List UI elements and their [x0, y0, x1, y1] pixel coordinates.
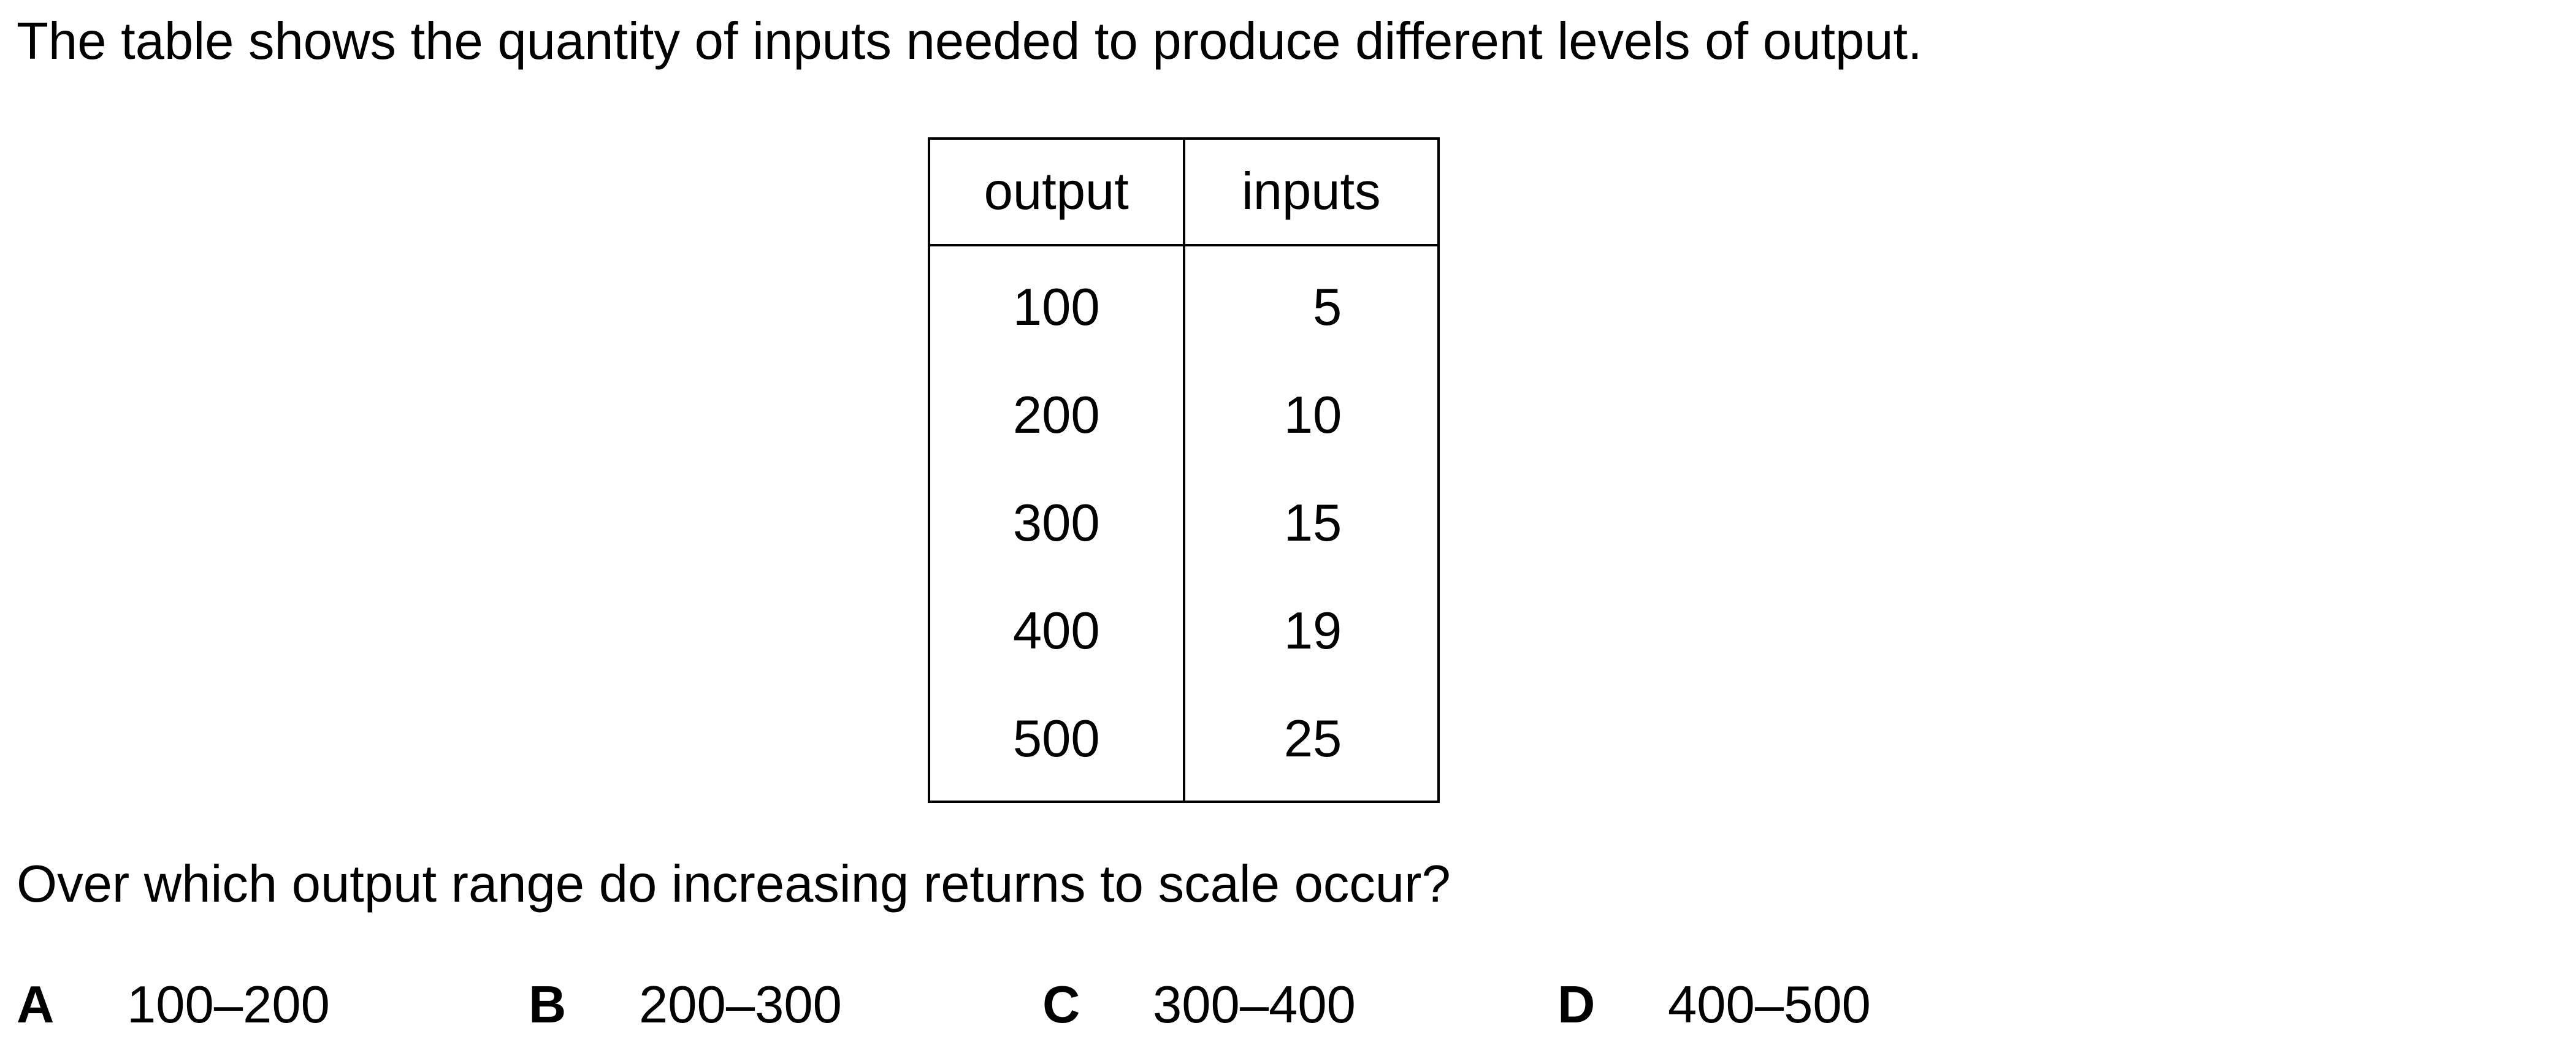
column-header-inputs: inputs	[1182, 139, 1440, 246]
option-letter: D	[1557, 976, 1596, 1034]
table-row: 500 25	[928, 685, 1440, 802]
option-b[interactable]: B 200–300	[529, 972, 842, 1039]
table-header-row: output inputs	[928, 139, 1440, 246]
inputs-value: 25	[1283, 710, 1342, 768]
output-cell: 200	[928, 362, 1185, 470]
option-letter: B	[529, 976, 567, 1034]
option-letter: C	[1042, 976, 1080, 1034]
inputs-cell: 15	[1182, 470, 1440, 577]
question-text: Over which output range do increasing re…	[17, 855, 1451, 913]
option-text: 300–400	[1153, 976, 1356, 1034]
inputs-value: 19	[1283, 602, 1342, 660]
column-header-output: output	[928, 139, 1185, 246]
option-text: 100–200	[127, 976, 330, 1034]
answer-options: A 100–200 B 200–300 C 300–400 D 400–500	[0, 972, 2576, 1039]
output-cell: 100	[928, 245, 1185, 362]
option-d[interactable]: D 400–500	[1557, 972, 1871, 1039]
table-row: 100 5	[928, 245, 1440, 362]
inputs-cell: 19	[1182, 577, 1440, 685]
inputs-cell: 5	[1182, 245, 1440, 362]
output-cell: 500	[928, 685, 1185, 802]
output-cell: 400	[928, 577, 1185, 685]
table-row: 300 15	[928, 470, 1440, 577]
option-text: 200–300	[639, 976, 842, 1034]
inputs-value: 10	[1283, 386, 1342, 444]
option-c[interactable]: C 300–400	[1042, 972, 1356, 1039]
inputs-cell: 25	[1182, 685, 1440, 802]
table-row: 400 19	[928, 577, 1440, 685]
option-a[interactable]: A 100–200	[17, 972, 330, 1039]
inputs-value: 15	[1283, 494, 1342, 552]
option-letter: A	[17, 976, 55, 1034]
inputs-value: 5	[1312, 278, 1342, 337]
output-inputs-table: output inputs 100 5 200 10 300 15 400 19…	[928, 137, 1440, 803]
intro-text: The table shows the quantity of inputs n…	[17, 12, 1922, 70]
table-row: 200 10	[928, 362, 1440, 470]
output-cell: 300	[928, 470, 1185, 577]
inputs-cell: 10	[1182, 362, 1440, 470]
option-text: 400–500	[1668, 976, 1871, 1034]
